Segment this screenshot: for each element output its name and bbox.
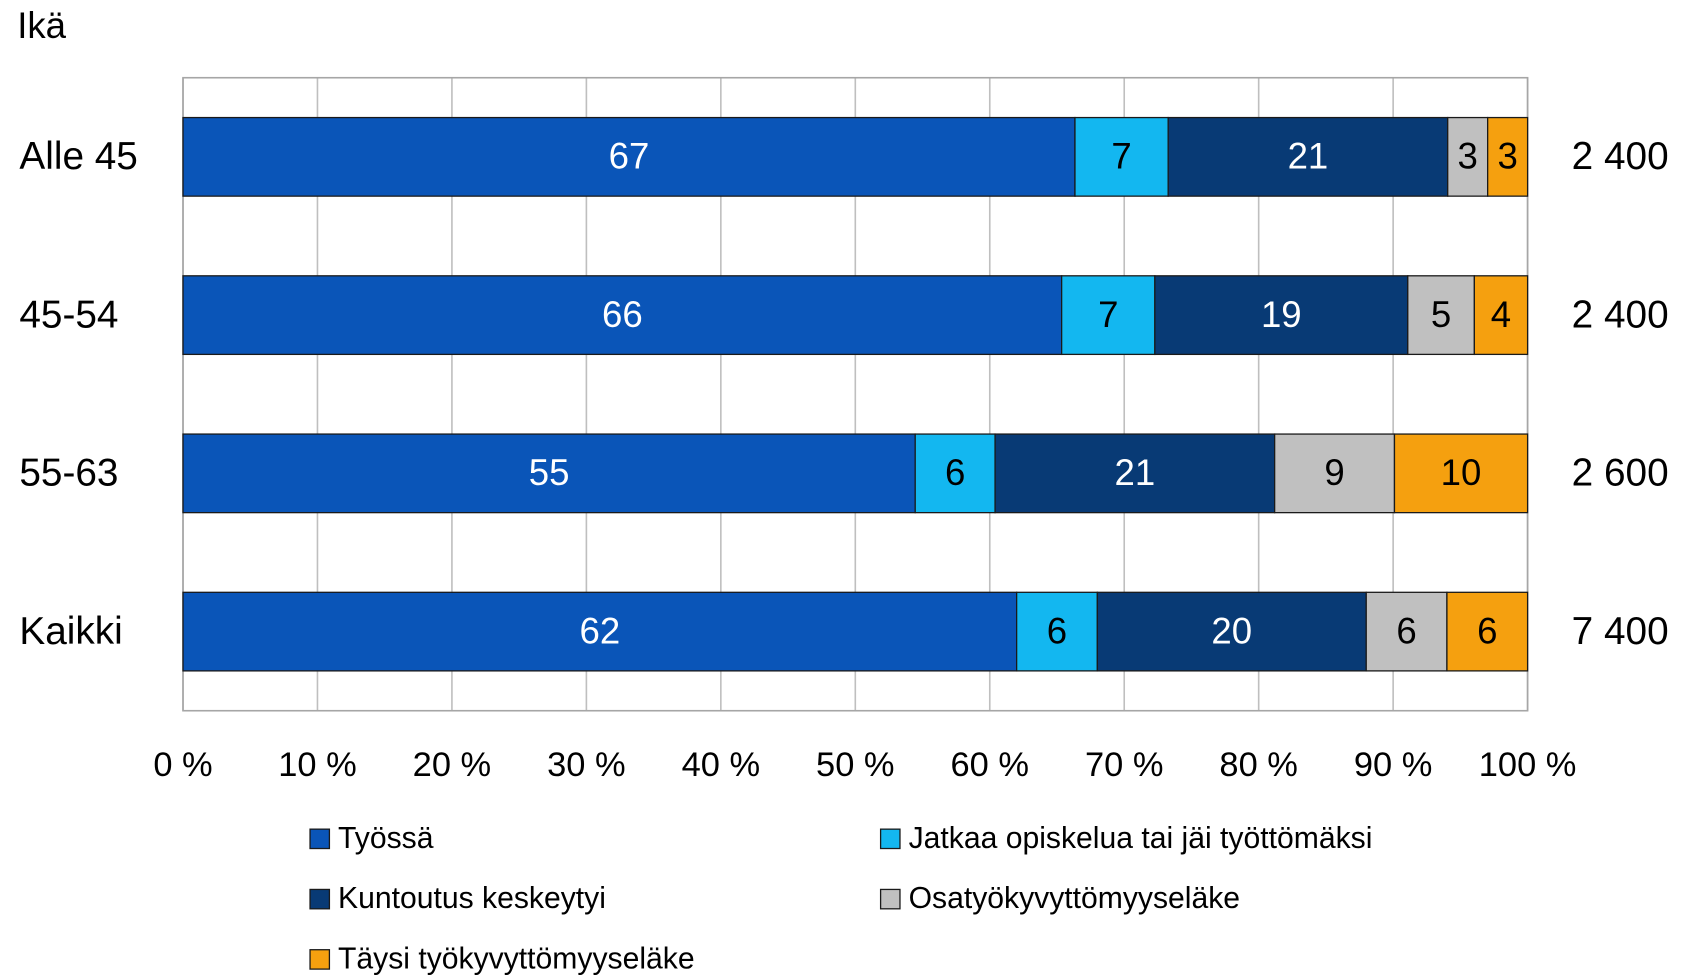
data-label: 7 bbox=[1098, 294, 1118, 335]
data-label: 21 bbox=[1288, 136, 1329, 177]
bar-segment bbox=[1473, 275, 1529, 356]
legend-label: Täysi työkyvyttömyyseläke bbox=[338, 942, 695, 975]
row-total: 2 600 bbox=[1572, 452, 1669, 495]
row-total: 7 400 bbox=[1572, 610, 1669, 653]
y-tick-label: 45-54 bbox=[19, 293, 118, 336]
x-tick-label: 80 % bbox=[1219, 746, 1298, 784]
bar-segment bbox=[182, 433, 916, 514]
bar-segment bbox=[1096, 591, 1367, 672]
bar-segment bbox=[182, 275, 1063, 356]
data-label: 4 bbox=[1491, 294, 1511, 335]
y-tick-label: Kaikki bbox=[19, 610, 122, 653]
legend-label: Jatkaa opiskelua tai jäi työttömäksi bbox=[909, 822, 1373, 855]
bar-segment bbox=[182, 591, 1018, 672]
legend-label: Osatyökyvyttömyyseläke bbox=[909, 882, 1240, 915]
x-tick-label: 10 % bbox=[278, 746, 357, 784]
plot-frame bbox=[182, 76, 1529, 712]
y-axis-label: Ikä bbox=[17, 5, 66, 46]
data-label: 19 bbox=[1261, 294, 1302, 335]
x-tick-label: 60 % bbox=[951, 746, 1030, 784]
bar-segment bbox=[994, 433, 1276, 514]
legend-label: Työssä bbox=[338, 822, 434, 855]
data-label: 20 bbox=[1211, 610, 1252, 651]
bar-segment bbox=[1365, 591, 1448, 672]
data-label: 55 bbox=[529, 452, 570, 493]
x-tick-label: 20 % bbox=[413, 746, 492, 784]
data-label: 3 bbox=[1458, 136, 1478, 177]
data-label: 62 bbox=[579, 610, 620, 651]
bar-segment bbox=[1446, 591, 1529, 672]
x-tick-label: 90 % bbox=[1354, 746, 1433, 784]
bar-segment bbox=[182, 116, 1076, 197]
row-total: 2 400 bbox=[1572, 135, 1669, 178]
data-label: 10 bbox=[1441, 452, 1482, 493]
x-tick-label: 100 % bbox=[1479, 746, 1577, 784]
data-label: 7 bbox=[1111, 136, 1131, 177]
data-label: 21 bbox=[1115, 452, 1156, 493]
row-total: 2 400 bbox=[1572, 293, 1669, 336]
data-label: 66 bbox=[602, 294, 643, 335]
data-label: 6 bbox=[1477, 610, 1497, 651]
x-tick-label: 0 % bbox=[153, 746, 212, 784]
data-label: 6 bbox=[945, 452, 965, 493]
data-label: 3 bbox=[1497, 136, 1517, 177]
data-label: 6 bbox=[1396, 610, 1416, 651]
x-tick-label: 70 % bbox=[1085, 746, 1164, 784]
x-tick-label: 40 % bbox=[682, 746, 761, 784]
legend-swatch bbox=[309, 828, 331, 850]
bar-segment bbox=[1487, 116, 1529, 197]
legend-swatch bbox=[309, 888, 331, 910]
bar-segment bbox=[1274, 433, 1396, 514]
y-tick-label: 55-63 bbox=[19, 452, 118, 495]
data-label: 67 bbox=[609, 136, 650, 177]
legend-swatch bbox=[879, 888, 901, 910]
bar-segment bbox=[1016, 591, 1098, 672]
data-label: 5 bbox=[1431, 294, 1451, 335]
data-label: 6 bbox=[1047, 610, 1067, 651]
x-tick-label: 30 % bbox=[547, 746, 626, 784]
bar-segment bbox=[1154, 275, 1409, 356]
legend-swatch bbox=[309, 949, 331, 970]
bar-segment bbox=[914, 433, 996, 514]
y-tick-label: Alle 45 bbox=[19, 135, 137, 178]
data-label: 9 bbox=[1324, 452, 1344, 493]
legend-label: Kuntoutus keskeytyi bbox=[338, 882, 606, 915]
bar-segment bbox=[1393, 433, 1529, 514]
legend-swatch bbox=[879, 828, 901, 850]
x-tick-label: 50 % bbox=[816, 746, 895, 784]
bar-segment bbox=[1061, 275, 1156, 356]
